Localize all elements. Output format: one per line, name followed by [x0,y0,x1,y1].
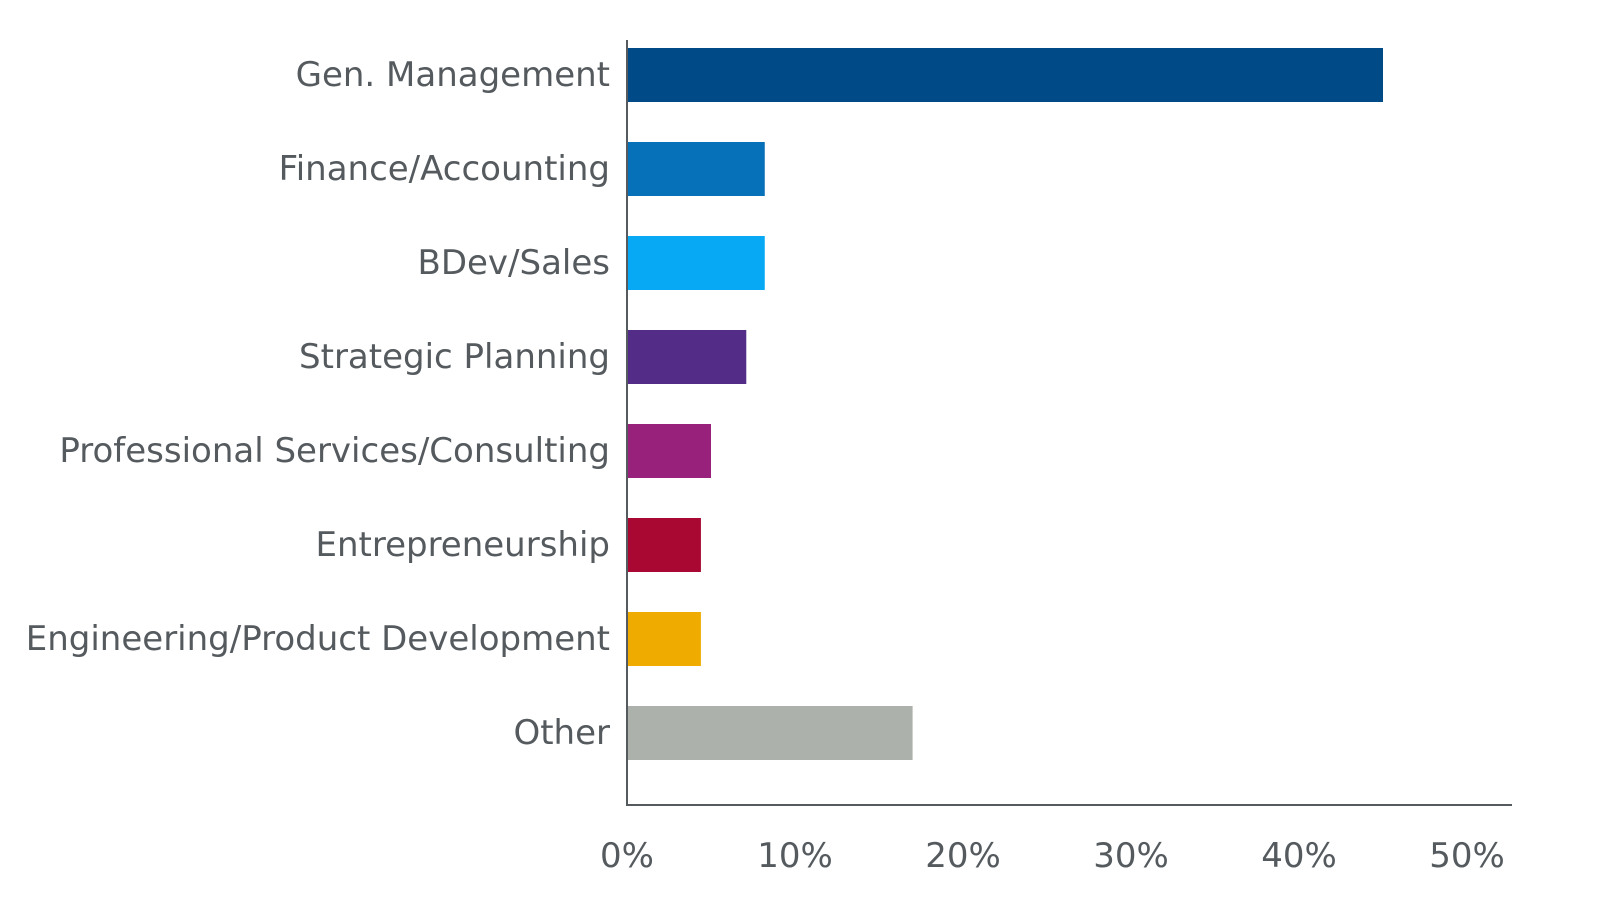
bar-entrepreneurship [628,518,701,572]
category-labels: Gen. Management Finance/Accounting BDev/Sa… [26,55,610,753]
x-tick-labels: 0% 10% 20% 30% 40% 50% [600,836,1505,876]
x-tick-label: 20% [925,836,1001,876]
x-tick-label: 30% [1093,836,1169,876]
bar-gen-management [628,48,1383,102]
x-tick-label: 50% [1429,836,1505,876]
category-label: Finance/Accounting [279,149,610,189]
x-tick-label: 40% [1261,836,1337,876]
bar-finance-accounting [628,142,765,196]
category-label: Strategic Planning [299,337,610,377]
category-label: Entrepreneurship [315,525,610,565]
bars-group [628,48,1383,760]
bar-bdev-sales [628,236,765,290]
bar-other [628,706,913,760]
category-label: Gen. Management [296,55,610,95]
x-tick-label: 10% [757,836,833,876]
bar-professional-services-consulting [628,424,711,478]
x-tick-label: 0% [600,836,654,876]
category-label: Engineering/Product Development [26,619,610,659]
bar-engineering-product-development [628,612,701,666]
category-label: BDev/Sales [418,243,611,283]
category-label: Professional Services/Consulting [59,431,610,471]
bar-strategic-planning [628,330,747,384]
category-label: Other [513,713,610,753]
